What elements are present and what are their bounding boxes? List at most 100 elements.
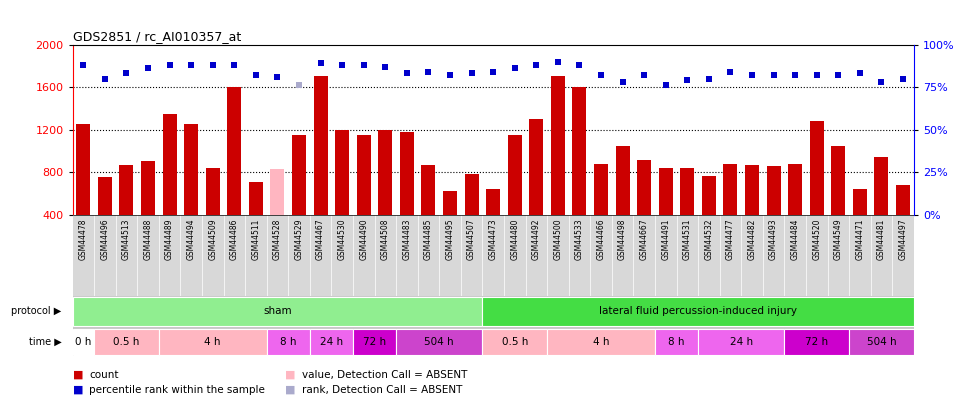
Text: GSM44477: GSM44477 xyxy=(726,219,735,260)
Bar xyxy=(422,165,435,215)
Text: GSM44520: GSM44520 xyxy=(812,219,821,260)
Text: sham: sham xyxy=(263,307,292,316)
Text: percentile rank within the sample: percentile rank within the sample xyxy=(89,385,265,394)
Text: GSM44549: GSM44549 xyxy=(834,219,843,260)
Bar xyxy=(767,166,780,215)
Text: 4 h: 4 h xyxy=(593,337,609,347)
Bar xyxy=(271,169,284,215)
Bar xyxy=(508,135,522,215)
Text: GSM44486: GSM44486 xyxy=(230,219,239,260)
Text: 24 h: 24 h xyxy=(320,337,343,347)
Bar xyxy=(443,191,457,215)
Text: GSM44667: GSM44667 xyxy=(640,219,649,260)
Text: 504 h: 504 h xyxy=(866,337,896,347)
Bar xyxy=(832,145,845,215)
Text: GSM44488: GSM44488 xyxy=(143,219,153,260)
Text: GSM44531: GSM44531 xyxy=(683,219,691,260)
Bar xyxy=(551,77,565,215)
Bar xyxy=(594,164,608,215)
Text: ■: ■ xyxy=(285,385,296,394)
Bar xyxy=(184,124,198,215)
Text: 8 h: 8 h xyxy=(668,337,685,347)
Text: 72 h: 72 h xyxy=(806,337,829,347)
Text: GSM44513: GSM44513 xyxy=(122,219,131,260)
Text: GSM44500: GSM44500 xyxy=(553,219,563,260)
Bar xyxy=(681,168,694,215)
Bar xyxy=(788,164,803,215)
Bar xyxy=(76,124,90,215)
Bar xyxy=(73,329,94,355)
Text: 72 h: 72 h xyxy=(363,337,386,347)
Bar xyxy=(267,329,309,355)
Text: GSM44485: GSM44485 xyxy=(424,219,433,260)
Text: rank, Detection Call = ABSENT: rank, Detection Call = ABSENT xyxy=(302,385,462,394)
Text: GSM44496: GSM44496 xyxy=(101,219,109,260)
Bar xyxy=(73,297,483,326)
Text: GSM44484: GSM44484 xyxy=(791,219,800,260)
Bar xyxy=(162,114,177,215)
Text: GSM44507: GSM44507 xyxy=(467,219,476,260)
Bar xyxy=(547,329,655,355)
Bar xyxy=(655,329,698,355)
Bar xyxy=(616,145,630,215)
Bar xyxy=(353,329,396,355)
Bar xyxy=(702,177,716,215)
Bar xyxy=(206,168,220,215)
Bar xyxy=(141,162,155,215)
Text: GSM44493: GSM44493 xyxy=(769,219,778,260)
Text: 0.5 h: 0.5 h xyxy=(502,337,528,347)
Bar xyxy=(120,165,133,215)
Text: protocol ▶: protocol ▶ xyxy=(12,307,62,316)
Bar xyxy=(483,329,547,355)
Bar xyxy=(849,329,914,355)
Bar xyxy=(637,160,651,215)
Bar xyxy=(98,177,112,215)
Text: GSM44497: GSM44497 xyxy=(898,219,907,260)
Text: value, Detection Call = ABSENT: value, Detection Call = ABSENT xyxy=(302,370,467,379)
Text: ■: ■ xyxy=(285,370,296,379)
Bar xyxy=(853,189,866,215)
Text: 8 h: 8 h xyxy=(280,337,297,347)
Text: GDS2851 / rc_AI010357_at: GDS2851 / rc_AI010357_at xyxy=(73,30,241,43)
Text: GSM44467: GSM44467 xyxy=(316,219,325,260)
Text: GSM44528: GSM44528 xyxy=(273,219,282,260)
Bar xyxy=(572,87,586,215)
Bar xyxy=(336,130,349,215)
Bar xyxy=(396,329,483,355)
Text: ■: ■ xyxy=(73,385,83,394)
Text: 24 h: 24 h xyxy=(730,337,752,347)
Text: GSM44511: GSM44511 xyxy=(251,219,260,260)
Bar xyxy=(357,135,370,215)
Bar xyxy=(483,297,914,326)
Bar xyxy=(159,329,267,355)
Bar xyxy=(745,165,759,215)
Bar xyxy=(400,132,414,215)
Text: GSM44481: GSM44481 xyxy=(877,219,886,260)
Text: GSM44530: GSM44530 xyxy=(337,219,346,260)
Bar xyxy=(378,130,393,215)
Text: GSM44466: GSM44466 xyxy=(597,219,605,260)
Bar xyxy=(94,329,159,355)
Bar xyxy=(309,329,353,355)
Bar xyxy=(698,329,784,355)
Text: GSM44489: GSM44489 xyxy=(165,219,174,260)
Bar xyxy=(313,77,328,215)
Bar xyxy=(723,164,738,215)
Text: GSM44529: GSM44529 xyxy=(295,219,304,260)
Bar xyxy=(249,182,263,215)
Text: GSM44478: GSM44478 xyxy=(79,219,88,260)
Text: GSM44495: GSM44495 xyxy=(446,219,454,260)
Bar xyxy=(784,329,849,355)
Text: ■: ■ xyxy=(73,370,83,379)
Text: GSM44473: GSM44473 xyxy=(488,219,498,260)
Text: 0 h: 0 h xyxy=(75,337,92,347)
Text: GSM44483: GSM44483 xyxy=(402,219,411,260)
Text: GSM44471: GSM44471 xyxy=(856,219,864,260)
Bar xyxy=(659,168,673,215)
Text: GSM44492: GSM44492 xyxy=(532,219,541,260)
Text: GSM44480: GSM44480 xyxy=(511,219,519,260)
Text: GSM44482: GSM44482 xyxy=(747,219,756,260)
Bar xyxy=(292,135,306,215)
Text: time ▶: time ▶ xyxy=(29,337,62,347)
Text: 4 h: 4 h xyxy=(204,337,221,347)
